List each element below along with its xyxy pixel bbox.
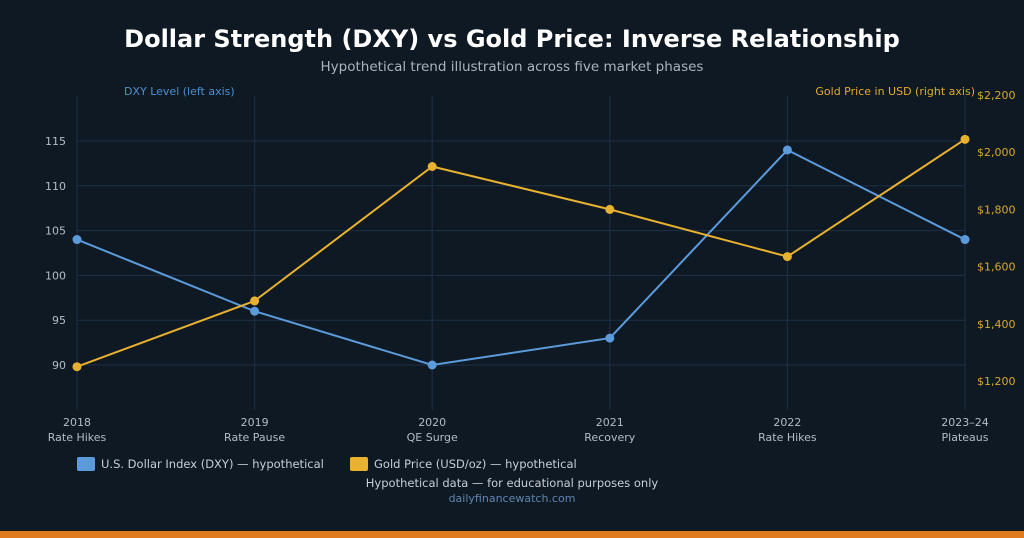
legend: U.S. Dollar Index (DXY) — hypothetical G…	[77, 457, 577, 471]
gold-data-point	[72, 362, 82, 372]
footer-source: dailyfinancewatch.com	[449, 492, 576, 505]
x-tick-year: 2021	[596, 416, 624, 429]
right-tick-label: $1,800	[977, 203, 1016, 216]
footer-note: Hypothetical data — for educational purp…	[366, 476, 659, 490]
chart-subtitle: Hypothetical trend illustration across f…	[321, 59, 704, 75]
dxy-data-point	[72, 235, 82, 245]
gold-data-point	[782, 252, 792, 262]
legend-label-dxy: U.S. Dollar Index (DXY) — hypothetical	[101, 457, 324, 471]
right-tick-label: $1,200	[977, 375, 1016, 388]
right-axis-label: Gold Price in USD (right axis)	[815, 85, 975, 98]
x-tick-year: 2019	[241, 416, 269, 429]
right-tick-label: $2,200	[977, 89, 1016, 102]
dxy-data-point	[605, 333, 615, 343]
left-tick-label: 105	[45, 225, 66, 238]
legend-swatch-gold	[350, 457, 368, 471]
grid-lines	[76, 96, 966, 410]
legend-label-gold: Gold Price (USD/oz) — hypothetical	[374, 457, 577, 471]
x-tick-phase: QE Surge	[407, 431, 458, 444]
x-tick-year: 2022	[773, 416, 801, 429]
x-tick-phase: Rate Pause	[224, 431, 285, 444]
accent-bar	[0, 531, 1024, 538]
left-axis-ticks: 90 95 100 105 110 115	[45, 135, 66, 372]
x-axis-ticks: 2018 Rate Hikes 2019 Rate Pause 2020 QE Surge…	[48, 416, 989, 444]
gold-data-point	[605, 204, 615, 214]
series-layer	[72, 134, 970, 372]
left-tick-label: 100	[45, 269, 66, 282]
gold-data-point	[250, 296, 260, 306]
dxy-data-point	[782, 145, 792, 155]
dxy-data-point	[427, 360, 437, 370]
dxy-data-point	[250, 306, 260, 316]
gold-data-point	[960, 134, 970, 144]
gold-series-line	[76, 138, 966, 368]
x-tick-phase: Rate Hikes	[48, 431, 107, 444]
dxy-series-line	[76, 148, 966, 367]
x-tick-phase: Recovery	[584, 431, 635, 444]
right-tick-label: $1,400	[977, 318, 1016, 331]
x-tick-year: 2018	[63, 416, 91, 429]
x-tick-year: 2020	[418, 416, 446, 429]
right-tick-label: $1,600	[977, 261, 1016, 274]
left-tick-label: 95	[52, 314, 66, 327]
left-axis-label: DXY Level (left axis)	[124, 85, 235, 98]
legend-swatch-dxy	[77, 457, 95, 471]
x-tick-year: 2023–24	[941, 416, 989, 429]
left-tick-label: 90	[52, 359, 66, 372]
gold-data-point	[427, 162, 437, 171]
chart-title: Dollar Strength (DXY) vs Gold Price: Inv…	[124, 25, 900, 53]
right-axis-ticks: $1,200 $1,400 $1,600 $1,800 $2,000 $2,200	[977, 89, 1016, 388]
x-tick-phase: Rate Hikes	[758, 431, 817, 444]
x-tick-phase: Plateaus	[942, 431, 989, 444]
dxy-data-point	[960, 235, 970, 245]
left-tick-label: 115	[45, 135, 66, 148]
left-tick-label: 110	[45, 180, 66, 193]
right-tick-label: $2,000	[977, 146, 1016, 159]
